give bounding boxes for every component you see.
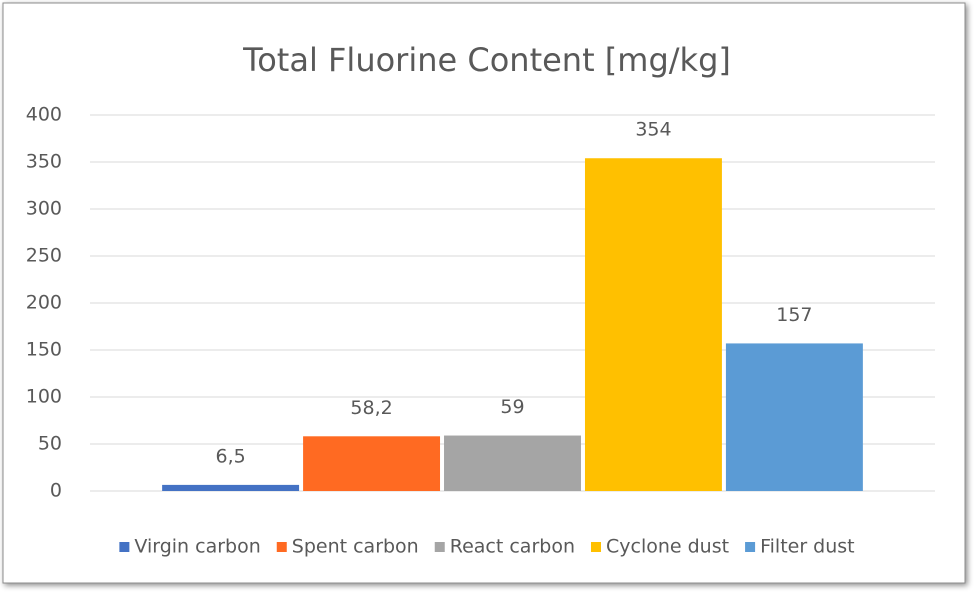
value-label: 58,2 <box>350 397 392 419</box>
legend: Virgin carbon Spent carbon React carbon Cyc… <box>119 536 855 558</box>
bar <box>725 343 863 491</box>
bar <box>162 484 300 491</box>
value-label: 354 <box>635 119 671 141</box>
bar <box>444 435 581 491</box>
value-label: 59 <box>500 396 524 418</box>
value-label: 157 <box>776 304 812 326</box>
legend-swatch <box>119 542 130 552</box>
value-label: 6,5 <box>215 445 245 467</box>
y-tick-label: 250 <box>26 245 62 267</box>
y-tick-label: 400 <box>26 104 62 126</box>
legend-label: Virgin carbon <box>134 536 260 558</box>
y-tick-label: 350 <box>26 151 62 173</box>
legend-label: Cyclone dust <box>606 536 729 558</box>
legend-swatch <box>434 542 445 552</box>
y-tick-label: 0 <box>50 480 62 502</box>
chart-title: Total Fluorine Content [mg/kg] <box>242 41 731 79</box>
legend-label: Filter dust <box>760 536 855 558</box>
legend-swatch <box>745 542 756 552</box>
legend-swatch <box>590 542 601 552</box>
legend-label: React carbon <box>450 536 575 558</box>
y-tick-label: 200 <box>26 292 62 314</box>
bar <box>584 158 722 492</box>
chart-frame <box>2 2 966 584</box>
legend-swatch <box>276 542 287 552</box>
y-tick-label: 300 <box>26 198 62 220</box>
y-tick-label: 100 <box>26 386 62 408</box>
y-tick-label: 50 <box>38 433 62 455</box>
bar <box>303 436 441 491</box>
legend-label: Spent carbon <box>292 536 419 558</box>
y-tick-label: 150 <box>26 339 62 361</box>
